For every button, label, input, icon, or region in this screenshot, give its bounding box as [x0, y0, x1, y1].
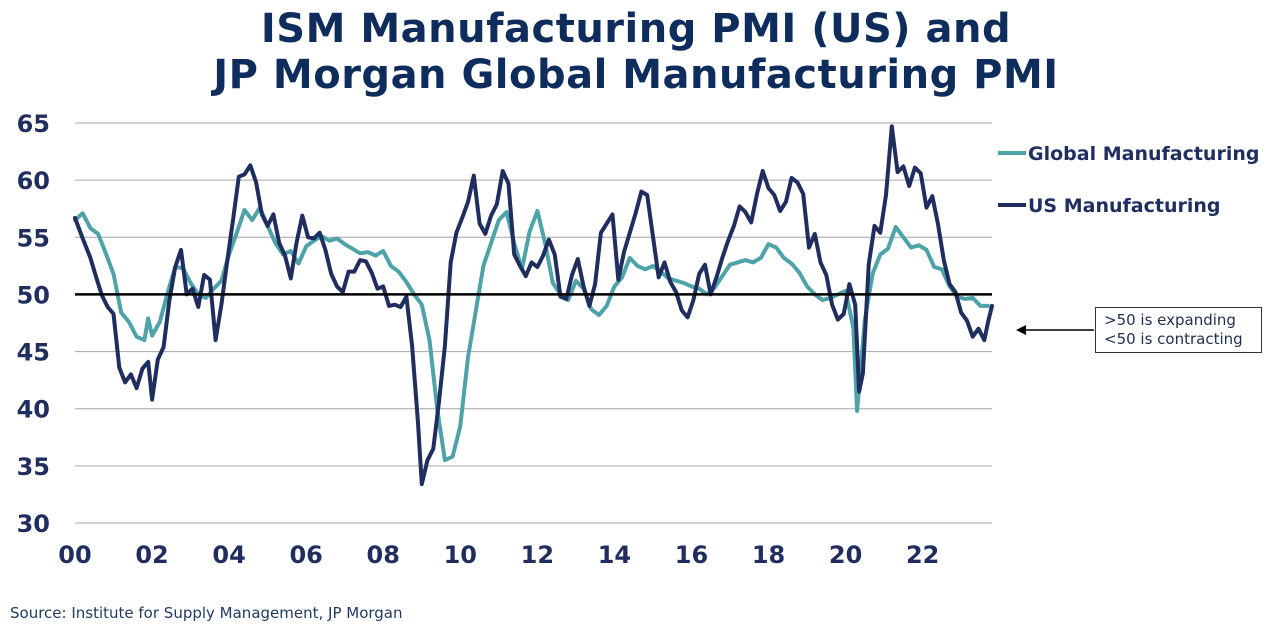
annotation-box: >50 is expanding <50 is contracting — [1095, 307, 1262, 353]
x-tick-label-18: 18 — [752, 541, 785, 569]
x-tick-label-20: 20 — [829, 541, 862, 569]
annotation-arrow-head — [1016, 325, 1026, 335]
x-tick-label-22: 22 — [906, 541, 939, 569]
legend-label-global-manufacturing: Global Manufacturing — [1028, 143, 1259, 165]
annotation-expanding-text: >50 is expanding — [1104, 311, 1236, 329]
legend: Global Manufacturing US Manufacturing — [998, 143, 1259, 217]
y-tick-label-55: 55 — [17, 224, 50, 252]
y-tick-label-65: 65 — [17, 110, 50, 138]
y-tick-label-50: 50 — [17, 281, 50, 309]
y-tick-label-40: 40 — [17, 396, 50, 424]
x-tick-label-12: 12 — [521, 541, 554, 569]
series-line-us-manufacturing — [73, 124, 994, 487]
x-axis-ticks: 00 02 04 06 08 10 12 14 16 18 20 22 — [58, 541, 939, 569]
x-tick-label-16: 16 — [675, 541, 708, 569]
gridlines — [75, 122, 992, 524]
x-tick-label-10: 10 — [444, 541, 477, 569]
x-tick-label-04: 04 — [212, 541, 245, 569]
x-tick-label-14: 14 — [598, 541, 631, 569]
y-axis-ticks: 65 60 55 50 45 40 35 30 — [17, 110, 50, 538]
y-tick-label-35: 35 — [17, 453, 50, 481]
annotation-contracting-text: <50 is contracting — [1104, 330, 1243, 348]
y-tick-label-60: 60 — [17, 167, 50, 195]
x-tick-label-00: 00 — [58, 541, 91, 569]
x-tick-label-06: 06 — [289, 541, 322, 569]
chart-title-line-1: ISM Manufacturing PMI (US) and — [260, 6, 1012, 52]
x-tick-label-08: 08 — [367, 541, 400, 569]
series-line-global-manufacturing — [73, 205, 991, 463]
chart-title-line-2: JP Morgan Global Manufacturing PMI — [213, 52, 1059, 98]
y-tick-label-30: 30 — [17, 510, 50, 538]
annotation-arrow — [1016, 325, 1094, 335]
x-tick-label-02: 02 — [135, 541, 168, 569]
source-note: Source: Institute for Supply Management,… — [10, 604, 403, 622]
y-tick-label-45: 45 — [17, 339, 50, 367]
legend-label-us-manufacturing: US Manufacturing — [1028, 195, 1220, 217]
